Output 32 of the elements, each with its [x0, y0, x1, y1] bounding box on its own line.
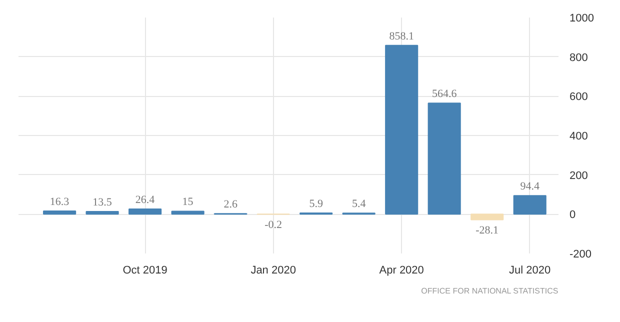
y-tick-label: 800	[570, 52, 588, 64]
data-label: -28.1	[476, 224, 499, 237]
y-tick-label: -200	[570, 248, 592, 260]
x-tick-label: Oct 2019	[122, 264, 168, 276]
y-tick-label: 400	[570, 130, 588, 142]
data-label: 16.3	[50, 196, 70, 208]
bar	[470, 214, 504, 220]
x-tick-label: Jan 2020	[250, 264, 296, 276]
x-tick-label: Apr 2020	[379, 264, 424, 276]
bar	[513, 195, 546, 215]
data-label: -0.2	[264, 219, 282, 232]
bar	[128, 208, 162, 215]
y-tick-label: 200	[570, 170, 588, 182]
y-tick-label: 600	[570, 91, 588, 104]
data-label: 26.4	[135, 194, 156, 206]
y-tick-label: 0	[570, 209, 576, 222]
data-label: 13.5	[92, 196, 112, 209]
text: OFFICE FOR NATIONAL STATISTICS	[421, 286, 558, 296]
data-label: 858.1	[389, 30, 414, 42]
data-label: 5.9	[309, 198, 324, 210]
data-label: 2.6	[224, 198, 238, 211]
y-tick-label: 1000	[570, 12, 594, 24]
bar	[43, 210, 76, 215]
data-label: 5.4	[352, 198, 366, 210]
bar	[385, 44, 418, 215]
data-label: 15	[182, 196, 194, 208]
bar	[171, 210, 204, 215]
bar	[428, 102, 461, 215]
data-label: 94.4	[520, 180, 540, 193]
bar	[86, 211, 119, 215]
data-label: 564.6	[432, 88, 458, 100]
x-tick-label: Jul 2020	[509, 264, 551, 276]
